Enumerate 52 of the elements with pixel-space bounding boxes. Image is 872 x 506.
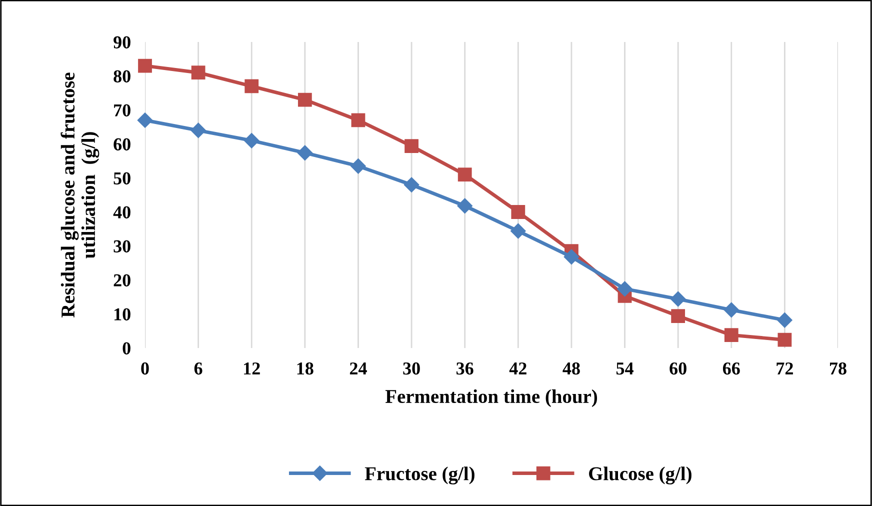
point (138, 58, 152, 73)
point (191, 66, 206, 80)
x-tick-label: 54 (616, 362, 634, 375)
point (670, 291, 686, 307)
y-tick-label: 90 (114, 36, 130, 48)
y-tick-label: 30 (114, 240, 130, 252)
x-tick-label: 60 (670, 362, 686, 375)
point (617, 281, 632, 296)
y-tick-label: 40 (113, 206, 130, 218)
point (457, 198, 472, 214)
x-tick-label: 12 (244, 362, 260, 374)
x-tick-label: 30 (403, 362, 420, 375)
y-tick-label: 60 (114, 138, 130, 150)
x-axis-title: Fermentation time (hour) (385, 389, 598, 408)
x-tick-label: 42 (509, 362, 526, 374)
point (724, 328, 738, 342)
y-tick-label: 10 (114, 308, 130, 320)
point (458, 168, 472, 182)
point (244, 133, 260, 148)
legend-label: Fructose (g/l) (364, 466, 474, 484)
point (137, 112, 153, 128)
y-tick-label: 0 (122, 342, 130, 354)
x-tick-label: 36 (456, 362, 474, 375)
y-tick-label: 50 (114, 172, 130, 184)
x-tick-label: 6 (194, 362, 202, 375)
y-axis-title: Residual glucose and fructose utilization (g/l) (60, 72, 100, 318)
point (351, 113, 366, 128)
point (671, 309, 686, 323)
point (777, 312, 792, 328)
y-tick-label: 20 (114, 274, 130, 286)
point (350, 158, 366, 174)
x-tick-label: 72 (776, 362, 793, 374)
point (510, 223, 526, 239)
point (778, 332, 792, 347)
point (404, 177, 420, 192)
point (564, 249, 580, 264)
x-tick-label: 0 (141, 362, 149, 375)
x-tick-label: 18 (297, 362, 314, 375)
legend-label: Glucose (g/l) (589, 466, 692, 484)
point (511, 205, 526, 219)
point (404, 139, 418, 153)
point (724, 302, 739, 318)
y-tick-label: 70 (114, 104, 130, 116)
x-tick-label: 66 (722, 362, 740, 375)
point (297, 145, 312, 160)
point (190, 122, 206, 138)
x-tick-label: 48 (562, 362, 580, 375)
x-tick-label: 78 (830, 362, 846, 375)
point (244, 79, 259, 94)
y-tick-label: 80 (114, 70, 130, 82)
x-tick-label: 24 (350, 362, 367, 374)
point (298, 92, 312, 107)
